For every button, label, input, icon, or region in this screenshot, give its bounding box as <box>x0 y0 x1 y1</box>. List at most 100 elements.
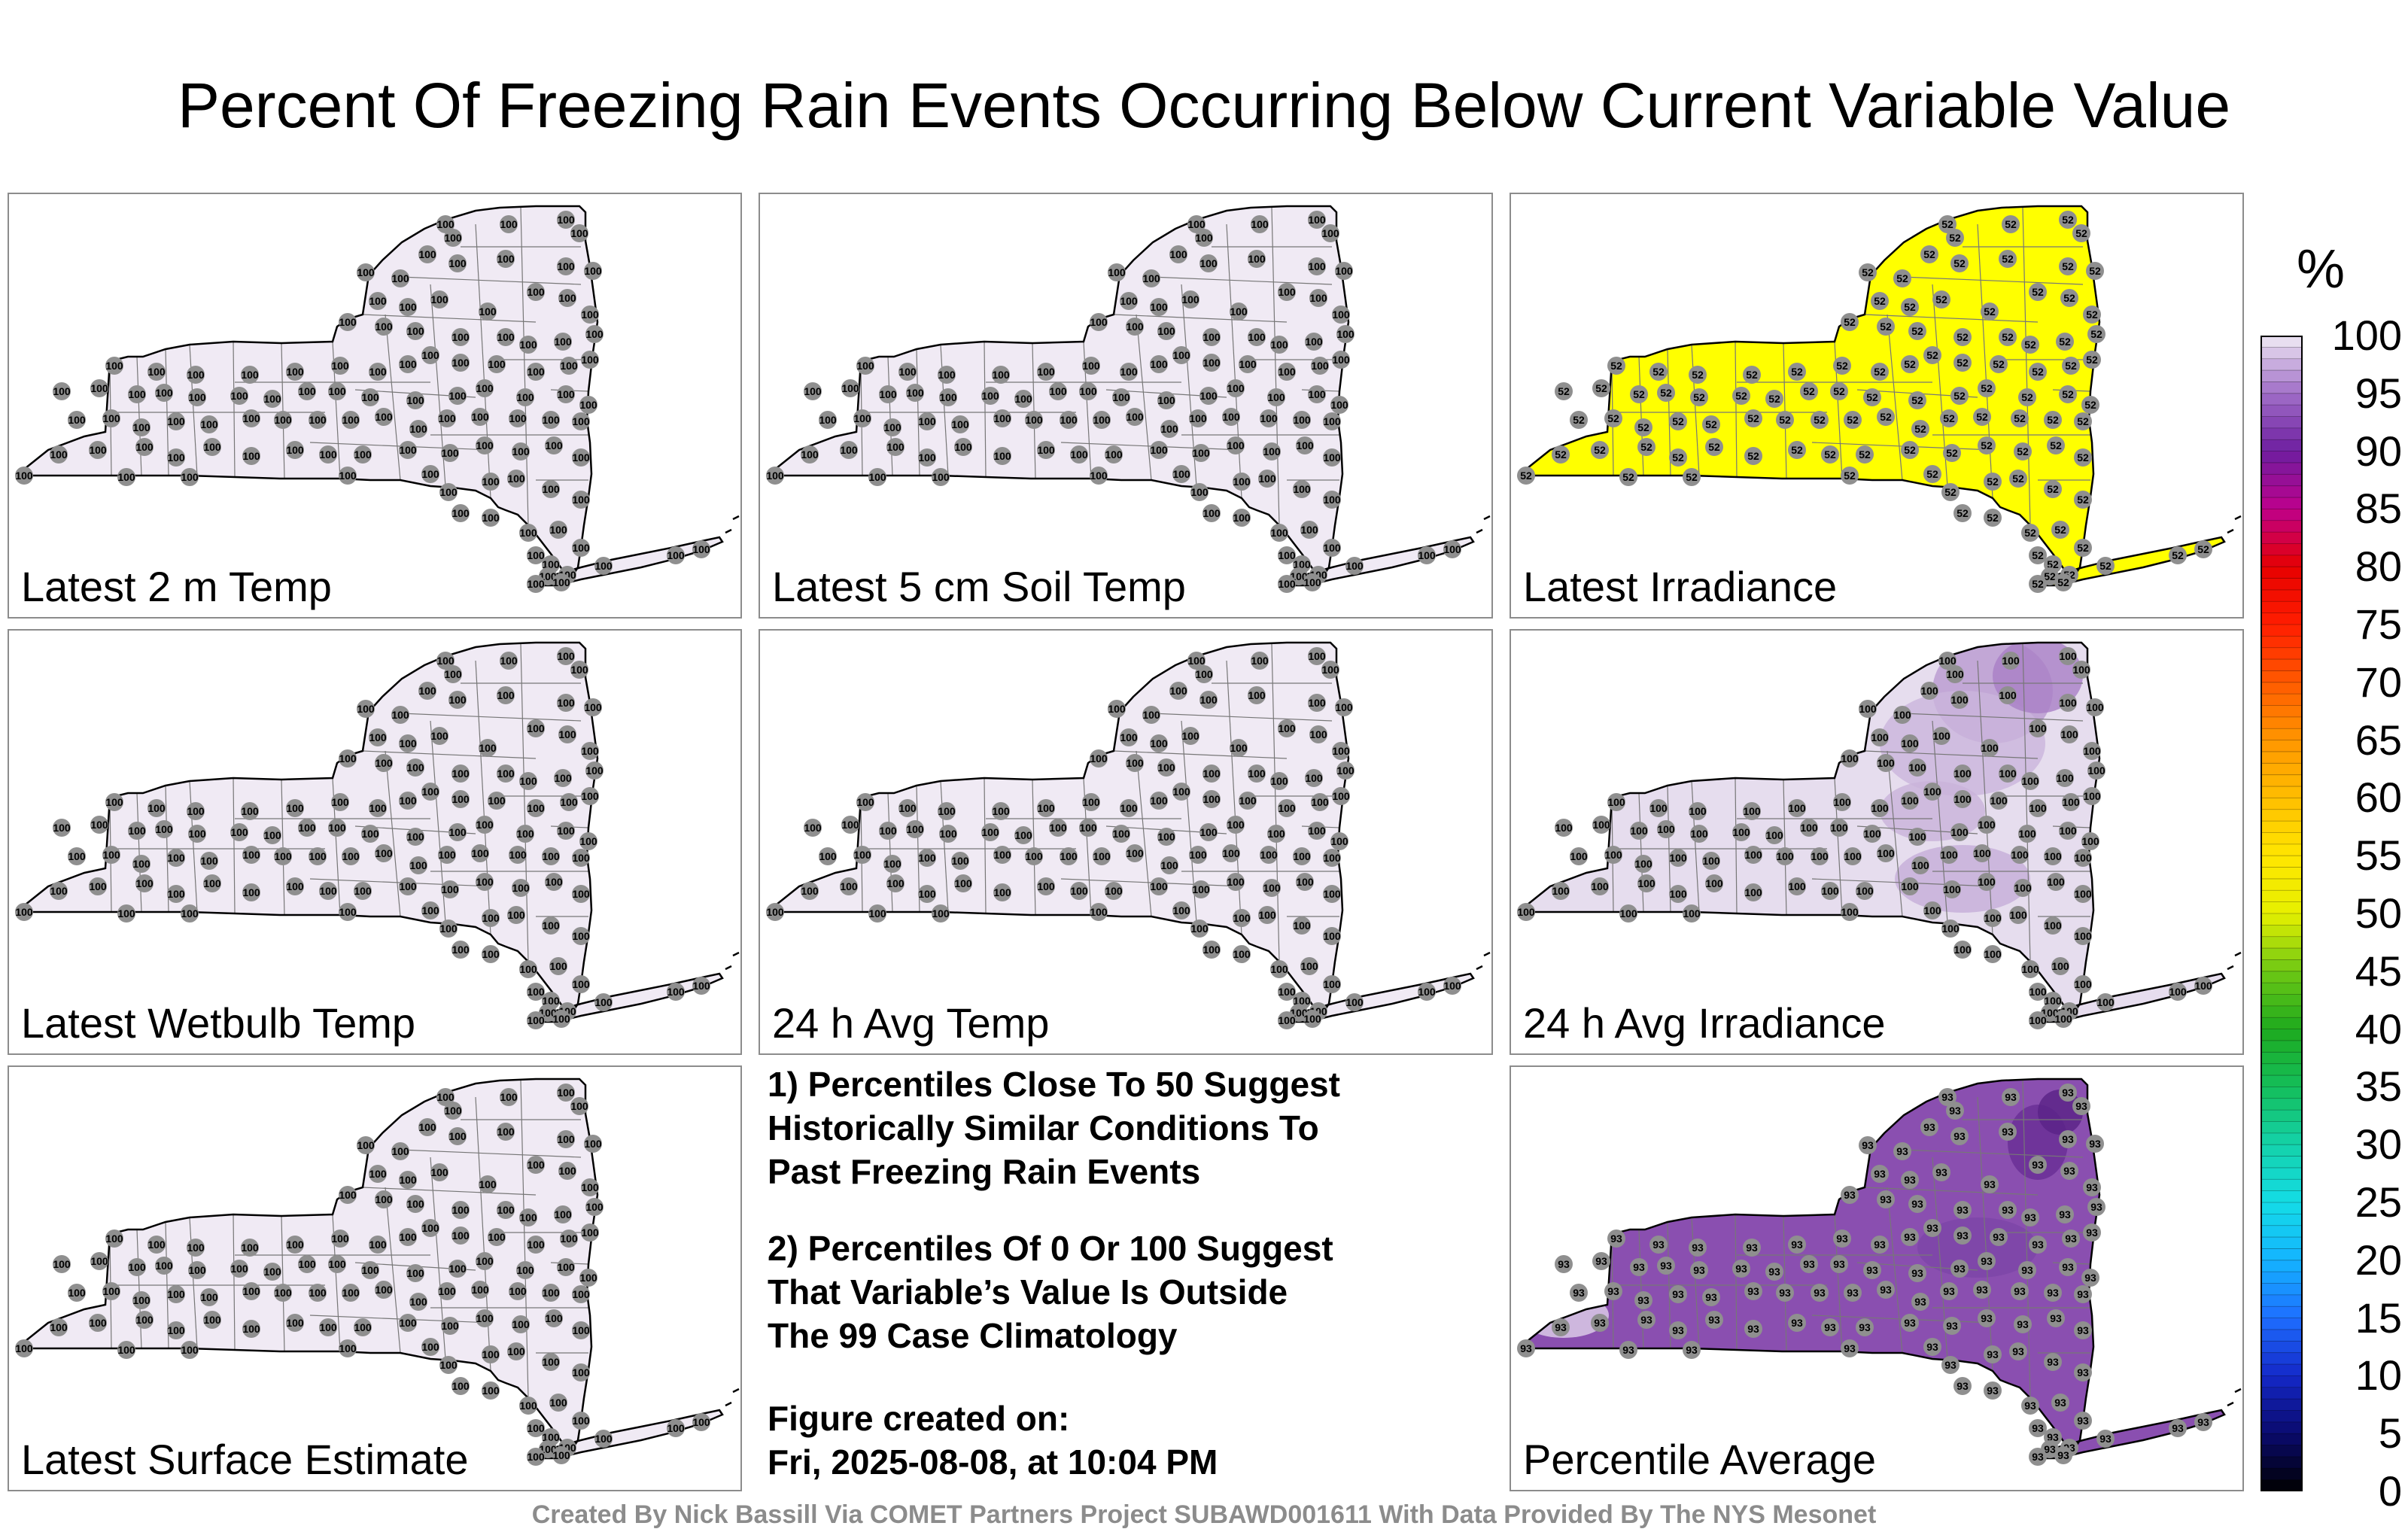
station-value: 100 <box>117 1344 135 1356</box>
station-value: 100 <box>527 578 545 590</box>
station-marker: 100 <box>1202 790 1221 808</box>
station-marker: 100 <box>1079 382 1097 400</box>
station-marker: 100 <box>1788 799 1806 817</box>
station-value: 100 <box>68 414 86 426</box>
station-marker: 100 <box>1270 524 1288 542</box>
station-marker: 93 <box>2029 1156 2047 1174</box>
station-value: 100 <box>993 450 1011 462</box>
station-marker: 100 <box>1070 445 1088 464</box>
station-marker: 100 <box>2002 652 2020 670</box>
station-dot <box>1172 901 1190 919</box>
station-marker: 52 <box>1841 313 1859 331</box>
station-value: 100 <box>1230 742 1248 754</box>
colorbar-band <box>2261 843 2303 856</box>
station-marker: 100 <box>418 682 436 700</box>
station-dot <box>399 734 417 752</box>
station-dot <box>476 436 494 454</box>
station-value: 100 <box>1202 944 1221 956</box>
station-marker: 100 <box>274 411 292 429</box>
county-line <box>940 780 949 913</box>
station-value: 100 <box>1070 448 1088 460</box>
colorbar-band <box>2261 1318 2303 1330</box>
station-dot <box>1923 901 1941 919</box>
station-dot <box>1607 357 1625 375</box>
station-dot <box>488 1228 506 1246</box>
station-value: 100 <box>542 995 560 1007</box>
station-marker: 100 <box>585 761 604 780</box>
station-dot <box>853 846 871 864</box>
station-value: 100 <box>1978 876 1996 888</box>
station-dot <box>2051 1394 2069 1412</box>
station-dot <box>1978 816 1996 834</box>
station-marker: 93 <box>2009 1342 2027 1360</box>
station-dot <box>801 445 819 464</box>
station-dot <box>1893 1142 1911 1160</box>
station-marker: 100 <box>357 263 375 281</box>
station-marker: 52 <box>1649 363 1668 381</box>
station-dot <box>188 388 206 406</box>
station-dot <box>1311 793 1329 811</box>
station-dot <box>512 879 530 897</box>
station-dot <box>1049 819 1067 837</box>
station-dot <box>1157 758 1175 777</box>
station-dot <box>135 874 154 892</box>
station-marker: 93 <box>1946 1102 1964 1120</box>
station-dot <box>572 539 590 557</box>
station-value: 52 <box>2077 415 2089 427</box>
station-dot <box>2060 725 2078 743</box>
station-value: 100 <box>1293 995 1311 1007</box>
station-dot <box>542 1284 560 1302</box>
station-dot <box>1938 215 1956 233</box>
station-marker: 100 <box>1105 882 1123 900</box>
station-value: 100 <box>1323 494 1341 506</box>
station-value: 52 <box>1956 507 1969 519</box>
station-marker: 100 <box>1079 819 1097 837</box>
station-dot <box>2029 363 2047 381</box>
station-value: 100 <box>1202 507 1221 519</box>
station-marker: 52 <box>1973 408 1991 426</box>
station-marker: 100 <box>230 387 248 405</box>
station-marker: 100 <box>375 1190 393 1208</box>
station-marker: 93 <box>1765 1263 1783 1281</box>
station-value: 100 <box>1323 852 1341 864</box>
station-marker: 100 <box>286 799 304 817</box>
station-marker: 100 <box>1181 727 1199 745</box>
station-value: 100 <box>391 272 409 284</box>
station-marker: 100 <box>1330 832 1348 850</box>
station-marker: 52 <box>1877 318 1895 336</box>
station-dot <box>1090 467 1108 485</box>
station-value: 93 <box>1779 1287 1791 1299</box>
station-value: 93 <box>2017 1318 2029 1330</box>
station-marker: 100 <box>451 1201 470 1219</box>
station-dot <box>369 1236 387 1254</box>
station-value: 52 <box>1911 394 1923 406</box>
station-dot <box>1418 546 1436 564</box>
county-line <box>984 341 987 478</box>
station-marker: 100 <box>558 725 576 743</box>
station-value: 100 <box>497 1126 515 1138</box>
station-value: 100 <box>558 292 576 304</box>
station-dot <box>2059 822 2077 840</box>
station-value: 93 <box>1558 1258 1570 1270</box>
station-dot <box>1323 491 1341 509</box>
station-value: 100 <box>557 1133 575 1145</box>
island-marks <box>725 951 740 971</box>
station-dot <box>856 793 874 811</box>
station-value: 100 <box>1181 293 1199 305</box>
station-value: 52 <box>1791 444 1803 456</box>
station-value: 100 <box>2083 745 2101 757</box>
station-dot <box>1871 1236 1889 1254</box>
station-dot <box>570 224 588 242</box>
station-value: 100 <box>954 877 972 889</box>
station-dot <box>167 412 185 430</box>
station-value: 100 <box>89 880 107 892</box>
station-marker: 52 <box>1821 445 1839 464</box>
station-value: 52 <box>1874 295 1886 307</box>
station-value: 100 <box>512 445 530 457</box>
station-value: 100 <box>572 888 590 900</box>
station-value: 100 <box>1112 391 1130 403</box>
station-dot <box>1877 408 1895 426</box>
station-value: 100 <box>554 772 572 784</box>
station-value: 100 <box>286 1239 304 1251</box>
